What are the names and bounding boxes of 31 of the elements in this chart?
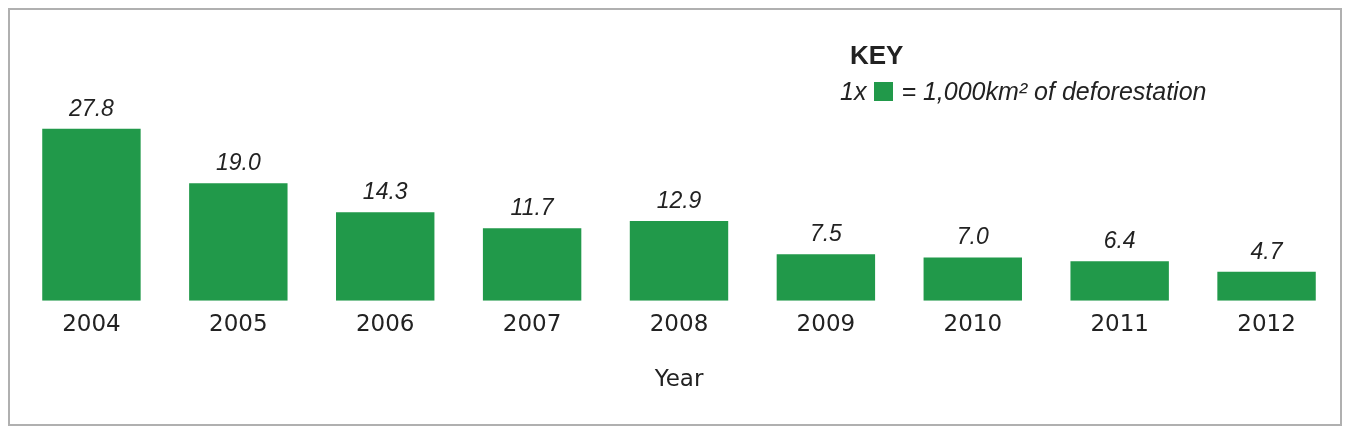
bar	[482, 228, 582, 301]
bar	[1070, 261, 1169, 301]
x-tick-label: 2012	[1237, 309, 1296, 336]
data-label: 11.7	[510, 194, 555, 221]
data-label: 27.8	[68, 94, 115, 121]
x-tick-label: 2006	[355, 309, 415, 336]
bar	[1217, 271, 1316, 301]
x-tick-label: 2008	[649, 309, 709, 336]
data-label: 7.0	[956, 223, 989, 250]
bar	[189, 183, 288, 301]
x-tick-label: 2004	[62, 309, 121, 336]
x-tick-label: 2011	[1090, 309, 1149, 336]
x-tick-label: 2010	[943, 309, 1003, 336]
text: 1x	[840, 77, 867, 106]
data-label: 12.9	[656, 186, 702, 213]
bar	[42, 128, 141, 301]
data-label: 6.4	[1103, 227, 1136, 254]
bar	[923, 257, 1022, 301]
data-label: 4.7	[1250, 237, 1284, 264]
x-axis-title: Year	[653, 365, 704, 392]
text: = 1,000km² of deforestation	[901, 77, 1207, 106]
bar	[776, 254, 876, 301]
x-tick-label: 2007	[502, 309, 562, 336]
text: KEY	[850, 40, 905, 71]
bar	[629, 220, 729, 301]
x-tick-label: 2009	[796, 309, 856, 336]
data-label: 7.5	[809, 220, 843, 247]
x-tick-label: 2005	[209, 309, 268, 336]
data-label: 19.0	[215, 149, 261, 176]
bar	[336, 212, 435, 301]
data-label: 14.3	[362, 178, 408, 205]
